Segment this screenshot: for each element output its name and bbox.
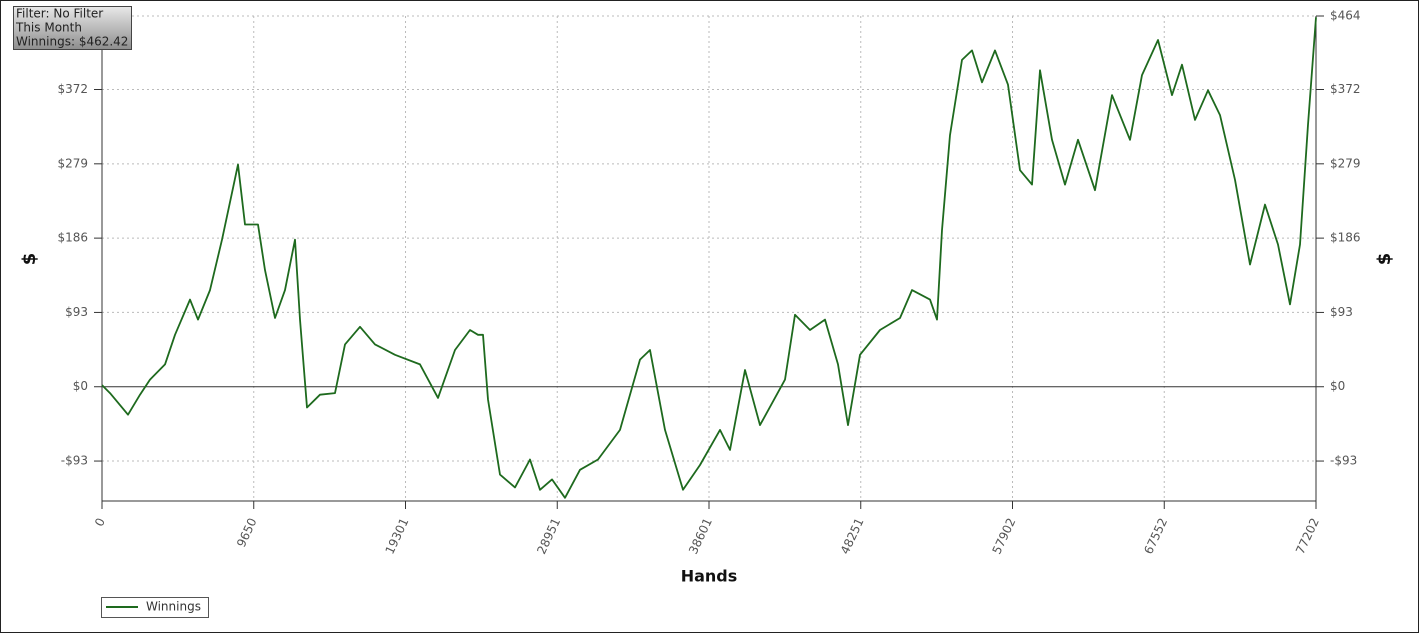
y-axis-title: $ [19, 253, 40, 266]
info-text: Filter: No Filter [16, 7, 103, 21]
y2-tick-label: -$93 [1330, 454, 1357, 468]
y2-axis-title: $ [1374, 253, 1395, 266]
legend-label: Winnings [146, 600, 201, 614]
y-tick-label: $93 [65, 305, 88, 319]
y-tick-label: $0 [73, 379, 88, 393]
y-tick-label: $372 [57, 82, 88, 96]
y-tick-label: $186 [57, 231, 88, 245]
y-tick-label: $279 [57, 156, 88, 170]
y2-tick-label: $279 [1330, 156, 1361, 170]
y2-tick-label: $0 [1330, 379, 1345, 393]
info-text: This Month [15, 21, 82, 35]
info-text: Winnings: $462.42 [16, 35, 128, 49]
y2-tick-label: $372 [1330, 82, 1361, 96]
y2-tick-label: $464 [1330, 9, 1361, 23]
y2-tick-label: $93 [1330, 305, 1353, 319]
x-axis-title: Hands [681, 567, 738, 586]
info-box [13, 6, 132, 50]
y2-tick-label: $186 [1330, 231, 1361, 245]
y-tick-label: -$93 [61, 454, 88, 468]
series-line [101, 17, 1317, 499]
legend-box [101, 597, 209, 618]
